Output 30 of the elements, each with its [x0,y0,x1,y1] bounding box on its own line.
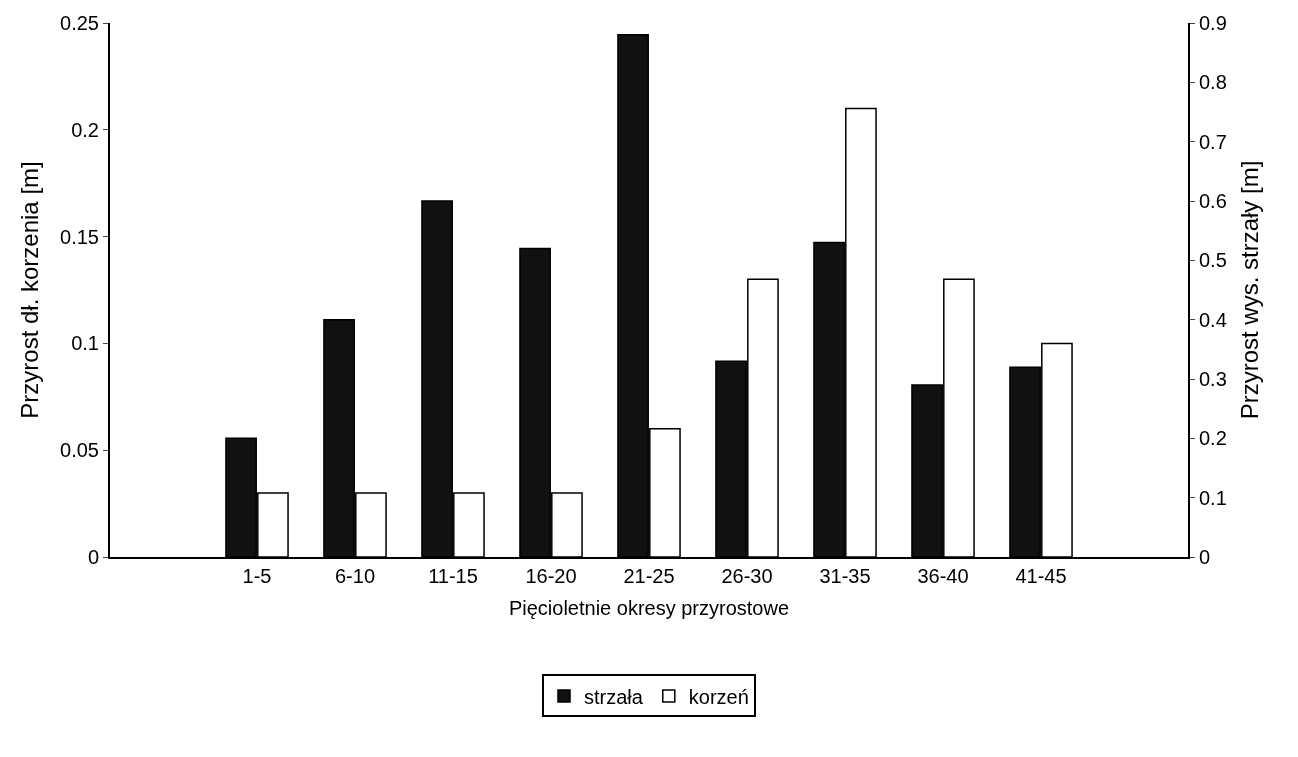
legend-label: korzeń [688,685,749,708]
x-tick-label: 21-25 [623,565,675,587]
y-axis-title: Przyrost dł. korzenia [m] [15,161,43,419]
x-tick-label: 31-35 [819,565,871,587]
x-tick-label: 26-30 [721,565,773,587]
x-tick-label: 41-45 [1015,565,1067,587]
y2-tick-label: 0.5 [1199,249,1227,272]
y2-tick-label: 0.4 [1199,308,1227,331]
y2-tick-label: 0.7 [1199,130,1227,153]
y2-tick-label: 0.9 [1199,12,1227,34]
x-tick-label: 16-20 [525,565,577,587]
y2-tick-label: 0.1 [1199,486,1227,509]
x-axis-title: Pięcioletnie okresy przyrostowe [508,597,790,619]
x-tick-label: 1-5 [242,565,272,587]
x-tick-label: 6-10 [334,565,376,587]
y2-tick-label: 0.2 [1199,427,1227,450]
x-tick-label: 11-15 [428,565,478,587]
y-tick-label: 0 [87,546,99,568]
y-tick-label: 0.15 [60,225,99,248]
y-tick-label: 0.2 [71,118,99,141]
y-tick-label: 0.1 [71,332,99,355]
legend-label: strzała [584,685,644,708]
y2-tick-label: 0.3 [1199,368,1227,390]
y-tick-label: 0.25 [60,12,99,34]
y2-axis-title: Przyrost wys. strzały [m] [1235,160,1263,420]
x-tick-label: 36-40 [917,565,969,587]
y-tick-label: 0.05 [60,439,99,462]
y2-tick-label: 0 [1199,546,1211,568]
y2-tick-label: 0.8 [1199,71,1227,94]
y2-tick-label: 0.6 [1199,190,1227,212]
